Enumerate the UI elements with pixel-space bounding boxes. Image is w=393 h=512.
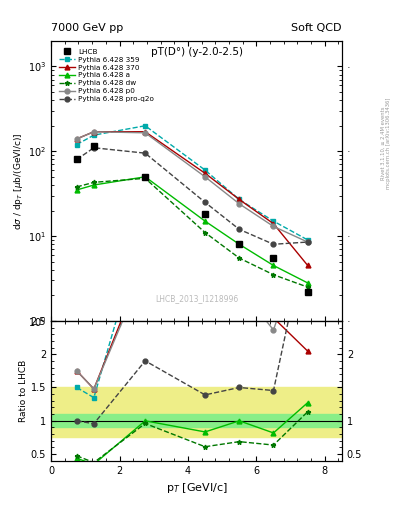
Pythia 6.428 pro-q2o bbox=[74, 157, 79, 163]
Line: Pythia 6.428 dw: Pythia 6.428 dw bbox=[74, 176, 310, 290]
Pythia 6.428 370 bbox=[271, 221, 276, 227]
Line: Pythia 6.428 p0: Pythia 6.428 p0 bbox=[74, 130, 310, 244]
Bar bbox=[51, 414, 342, 428]
Pythia 6.428 359 bbox=[203, 167, 208, 173]
Pythia 6.428 dw bbox=[237, 255, 242, 261]
Pythia 6.428 dw bbox=[143, 175, 147, 181]
Text: pT(D°) (y-2.0-2.5): pT(D°) (y-2.0-2.5) bbox=[151, 47, 242, 56]
Pythia 6.428 370 bbox=[143, 129, 147, 135]
Line: Pythia 6.428 359: Pythia 6.428 359 bbox=[74, 123, 310, 242]
LHCB bbox=[237, 241, 242, 247]
Text: Soft QCD: Soft QCD bbox=[292, 23, 342, 33]
Pythia 6.428 pro-q2o bbox=[203, 199, 208, 205]
Line: Pythia 6.428 a: Pythia 6.428 a bbox=[74, 175, 310, 285]
Pythia 6.428 370 bbox=[305, 262, 310, 268]
Pythia 6.428 359 bbox=[237, 197, 242, 203]
Pythia 6.428 pro-q2o bbox=[92, 145, 96, 151]
Y-axis label: Ratio to LHCB: Ratio to LHCB bbox=[19, 360, 28, 422]
Pythia 6.428 p0 bbox=[305, 239, 310, 245]
Pythia 6.428 a bbox=[143, 174, 147, 180]
Pythia 6.428 p0 bbox=[237, 201, 242, 207]
Text: LHCB_2013_I1218996: LHCB_2013_I1218996 bbox=[155, 294, 238, 303]
Pythia 6.428 359 bbox=[305, 237, 310, 243]
LHCB bbox=[143, 174, 147, 180]
Pythia 6.428 pro-q2o bbox=[305, 239, 310, 245]
LHCB bbox=[203, 211, 208, 218]
Pythia 6.428 pro-q2o bbox=[271, 241, 276, 247]
Pythia 6.428 p0 bbox=[271, 223, 276, 229]
Pythia 6.428 a bbox=[237, 241, 242, 247]
LHCB bbox=[271, 255, 276, 261]
Pythia 6.428 359 bbox=[74, 141, 79, 147]
Pythia 6.428 370 bbox=[203, 170, 208, 176]
Pythia 6.428 p0 bbox=[74, 136, 79, 142]
Pythia 6.428 370 bbox=[237, 197, 242, 203]
LHCB bbox=[305, 289, 310, 295]
LHCB bbox=[74, 157, 79, 163]
Line: Pythia 6.428 pro-q2o: Pythia 6.428 pro-q2o bbox=[74, 145, 310, 247]
Pythia 6.428 p0 bbox=[143, 130, 147, 136]
Pythia 6.428 359 bbox=[92, 132, 96, 138]
Pythia 6.428 dw bbox=[92, 179, 96, 185]
Pythia 6.428 dw bbox=[271, 272, 276, 278]
Bar bbox=[51, 388, 342, 437]
Pythia 6.428 359 bbox=[143, 123, 147, 129]
Pythia 6.428 p0 bbox=[203, 174, 208, 180]
Pythia 6.428 a bbox=[74, 187, 79, 193]
Pythia 6.428 dw bbox=[203, 229, 208, 236]
Pythia 6.428 p0 bbox=[92, 129, 96, 135]
Line: Pythia 6.428 370: Pythia 6.428 370 bbox=[74, 130, 310, 268]
Pythia 6.428 a bbox=[92, 182, 96, 188]
Pythia 6.428 370 bbox=[92, 129, 96, 135]
Legend: LHCB, Pythia 6.428 359, Pythia 6.428 370, Pythia 6.428 a, Pythia 6.428 dw, Pythi: LHCB, Pythia 6.428 359, Pythia 6.428 370… bbox=[58, 48, 155, 103]
Y-axis label: d$\sigma$ / dp$_T$ [$\mu$b/(GeVI/c)]: d$\sigma$ / dp$_T$ [$\mu$b/(GeVI/c)] bbox=[12, 132, 25, 230]
LHCB bbox=[92, 143, 96, 149]
Pythia 6.428 dw bbox=[74, 184, 79, 190]
Pythia 6.428 pro-q2o bbox=[143, 150, 147, 156]
Pythia 6.428 370 bbox=[74, 136, 79, 142]
X-axis label: p$_T$ [GeVI/c]: p$_T$ [GeVI/c] bbox=[165, 481, 228, 495]
Text: Rivet 3.1.10, ≥ 2.4M events: Rivet 3.1.10, ≥ 2.4M events bbox=[381, 106, 386, 180]
Text: mcplots.cern.ch [arXiv:1306.3436]: mcplots.cern.ch [arXiv:1306.3436] bbox=[386, 98, 391, 189]
Pythia 6.428 dw bbox=[305, 284, 310, 290]
Pythia 6.428 a bbox=[305, 280, 310, 286]
Text: 7000 GeV pp: 7000 GeV pp bbox=[51, 23, 123, 33]
Pythia 6.428 pro-q2o bbox=[237, 226, 242, 232]
Pythia 6.428 a bbox=[271, 262, 276, 268]
Pythia 6.428 a bbox=[203, 218, 208, 224]
Line: LHCB: LHCB bbox=[73, 143, 311, 295]
Pythia 6.428 359 bbox=[271, 218, 276, 224]
